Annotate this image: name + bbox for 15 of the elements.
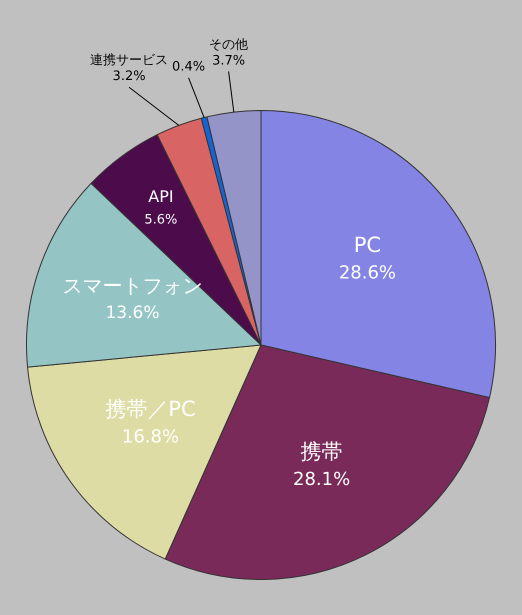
data-label: 3.2% [112, 69, 146, 84]
slice-label: 連携サービス [90, 53, 168, 68]
slice-label: 携帯 [300, 440, 343, 464]
data-label: 28.1% [293, 468, 350, 490]
slice-label: PC [354, 233, 382, 258]
data-label: 0.4% [172, 60, 206, 75]
slice-label: スマートフォン [62, 274, 202, 298]
slice-label: API [148, 187, 174, 206]
data-label: 5.6% [144, 212, 178, 228]
slice-label: 携帯／PC [105, 397, 196, 422]
data-label: 3.7% [212, 53, 246, 68]
slice-label: その他 [209, 37, 248, 52]
data-label: 16.8% [122, 426, 180, 448]
data-label: 28.6% [338, 262, 396, 284]
data-label: 13.6% [105, 302, 160, 323]
